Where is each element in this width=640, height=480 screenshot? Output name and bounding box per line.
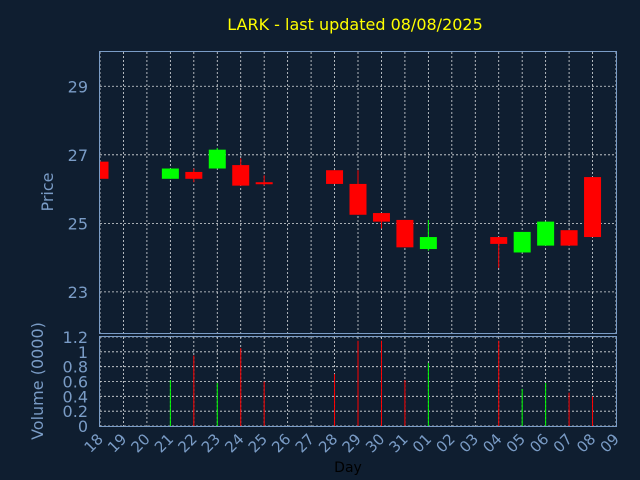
candle-body [490, 237, 508, 244]
x-tick-label: 28 [315, 430, 341, 456]
volume-tick-label: 1.2 [63, 328, 88, 347]
x-tick-label: 04 [479, 430, 505, 456]
x-axis-label: Day [334, 460, 362, 476]
candle [584, 177, 602, 238]
x-tick-label: 27 [292, 430, 318, 456]
candle-body [161, 168, 179, 179]
volume-tick-label: 0.2 [63, 402, 88, 421]
x-tick-label: 31 [386, 430, 412, 456]
x-tick-label: 02 [432, 430, 458, 456]
x-tick-label: 29 [339, 430, 365, 456]
x-tick-label: 01 [409, 430, 435, 456]
candle-body [255, 182, 273, 185]
x-tick-label: 26 [268, 430, 294, 456]
price-panel-frame [99, 51, 617, 334]
x-tick-label: 30 [362, 430, 388, 456]
price-tick-label: 29 [68, 77, 88, 96]
candle [349, 170, 367, 215]
volume-bars [169, 340, 594, 426]
candle [161, 168, 179, 179]
candle-body [584, 177, 602, 238]
candle [232, 158, 250, 186]
candle [185, 168, 203, 183]
candles [99, 147, 602, 268]
candle [372, 213, 390, 229]
candle-body [232, 165, 250, 186]
volume-tick-label: 0.4 [63, 387, 88, 406]
price-tick-label: 25 [68, 214, 88, 233]
volume-tick-label: 0.8 [63, 358, 88, 377]
candle [537, 221, 555, 246]
volume-ticks: 00.20.40.60.811.2 [63, 328, 88, 436]
x-tick-label: 09 [597, 430, 623, 456]
candle-body [419, 237, 437, 250]
price-grid [99, 52, 617, 333]
candle-body [372, 213, 390, 222]
candle [396, 219, 414, 248]
price-tick-label: 23 [68, 283, 88, 302]
chart-title: LARK - last updated 08/08/2025 [227, 15, 483, 34]
candle [255, 175, 273, 186]
x-tick-label: 23 [198, 430, 224, 456]
candle-body [349, 183, 367, 215]
x-ticks: 1819202122232425262728293031010203040506… [81, 430, 623, 456]
volume-tick-label: 0.6 [63, 373, 88, 392]
x-tick-label: 22 [174, 430, 200, 456]
candle-body [100, 161, 109, 179]
candle-body [537, 221, 555, 246]
volume-tick-label: 0 [78, 417, 88, 436]
candle-body [513, 231, 531, 253]
candle-body [326, 170, 344, 184]
price-ticks: 23 25 27 29 [68, 77, 88, 302]
candle [490, 237, 508, 268]
x-tick-label: 20 [128, 430, 154, 456]
candle [560, 230, 578, 246]
candle-body [185, 171, 203, 179]
volume-axis-label: Volume (0000) [28, 322, 47, 440]
x-tick-label: 07 [550, 430, 576, 456]
x-tick-label: 03 [456, 430, 482, 456]
candle [99, 161, 109, 179]
x-tick-label: 06 [526, 430, 552, 456]
candle [208, 147, 226, 169]
x-tick-label: 21 [151, 430, 177, 456]
candle [513, 231, 531, 253]
volume-panel-frame [99, 336, 617, 427]
volume-tick-label: 1 [78, 343, 88, 362]
x-tick-label: 24 [221, 430, 247, 456]
candle [326, 170, 344, 184]
price-tick-label: 27 [68, 146, 88, 165]
candle-body [396, 219, 414, 248]
x-tick-label: 25 [245, 430, 271, 456]
price-axis-label: Price [38, 172, 57, 211]
candle [419, 219, 437, 251]
x-tick-label: 19 [104, 430, 130, 456]
candle-body [208, 149, 226, 169]
x-tick-label: 05 [503, 430, 529, 456]
x-tick-label: 08 [573, 430, 599, 456]
candle-body [560, 230, 578, 246]
